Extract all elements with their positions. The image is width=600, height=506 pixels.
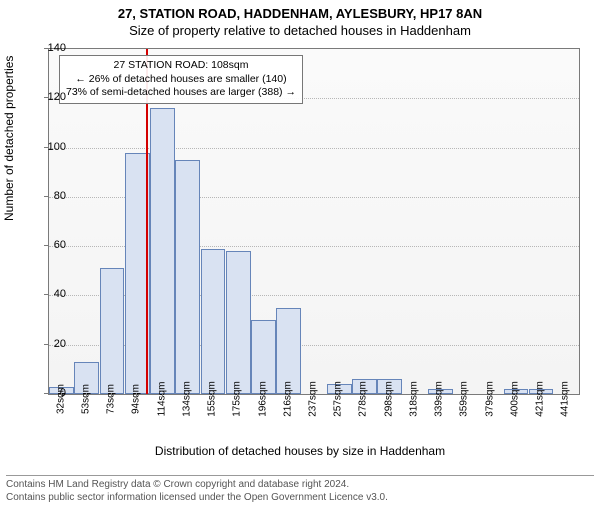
y-tick-label: 120 xyxy=(48,91,66,103)
y-tick-mark xyxy=(44,393,48,394)
x-tick-mark xyxy=(515,393,516,397)
x-tick-label: 134sqm xyxy=(181,381,192,417)
y-tick-mark xyxy=(44,344,48,345)
y-tick-mark xyxy=(44,294,48,295)
annotation-line2: ← 26% of detached houses are smaller (14… xyxy=(66,73,296,87)
y-tick-mark xyxy=(44,48,48,49)
x-tick-mark xyxy=(162,393,163,397)
page-title-line2: Size of property relative to detached ho… xyxy=(0,23,600,38)
x-tick-label: 421sqm xyxy=(535,381,546,417)
histogram-bar xyxy=(100,268,125,394)
page-title-line1: 27, STATION ROAD, HADDENHAM, AYLESBURY, … xyxy=(0,6,600,21)
x-tick-label: 53sqm xyxy=(80,384,91,414)
annotation-line1: 27 STATION ROAD: 108sqm xyxy=(66,59,296,73)
histogram-bar xyxy=(175,160,200,394)
y-tick-label: 60 xyxy=(54,239,66,251)
x-tick-mark xyxy=(389,393,390,397)
x-tick-mark xyxy=(61,393,62,397)
x-tick-mark xyxy=(414,393,415,397)
x-tick-mark xyxy=(212,393,213,397)
gridline xyxy=(49,148,579,149)
x-tick-label: 278sqm xyxy=(358,381,369,417)
x-tick-label: 339sqm xyxy=(434,381,445,417)
x-tick-mark xyxy=(313,393,314,397)
footer-line2: Contains public sector information licen… xyxy=(6,492,594,505)
histogram-bar xyxy=(226,251,251,394)
x-tick-mark xyxy=(540,393,541,397)
y-tick-label: 80 xyxy=(54,190,66,202)
x-tick-mark xyxy=(111,393,112,397)
x-tick-mark xyxy=(187,393,188,397)
y-tick-mark xyxy=(44,97,48,98)
x-tick-mark xyxy=(490,393,491,397)
x-tick-label: 94sqm xyxy=(131,384,142,414)
x-tick-label: 298sqm xyxy=(383,381,394,417)
x-tick-mark xyxy=(263,393,264,397)
x-tick-label: 441sqm xyxy=(560,381,571,417)
x-tick-label: 114sqm xyxy=(156,382,167,417)
y-tick-label: 100 xyxy=(48,141,66,153)
x-tick-label: 318sqm xyxy=(408,381,419,417)
x-tick-mark xyxy=(86,393,87,397)
histogram-bar xyxy=(150,108,175,394)
x-tick-mark xyxy=(338,393,339,397)
y-tick-label: 40 xyxy=(54,288,66,300)
x-tick-label: 155sqm xyxy=(207,381,218,417)
y-tick-mark xyxy=(44,245,48,246)
y-axis-label: Number of detached properties xyxy=(2,56,16,221)
annotation-box: 27 STATION ROAD: 108sqm← 26% of detached… xyxy=(59,55,303,104)
x-tick-mark xyxy=(288,393,289,397)
x-axis-label: Distribution of detached houses by size … xyxy=(0,444,600,458)
x-tick-label: 73sqm xyxy=(106,384,117,414)
footer-line1: Contains HM Land Registry data © Crown c… xyxy=(6,479,594,492)
x-tick-mark xyxy=(136,393,137,397)
x-tick-mark xyxy=(464,393,465,397)
x-tick-label: 379sqm xyxy=(484,381,495,417)
x-tick-label: 257sqm xyxy=(333,381,344,417)
x-tick-mark xyxy=(565,393,566,397)
chart-plot-area: 27 STATION ROAD: 108sqm← 26% of detached… xyxy=(48,48,580,395)
x-tick-label: 400sqm xyxy=(509,381,520,417)
annotation-line3: 73% of semi-detached houses are larger (… xyxy=(66,86,296,100)
y-tick-label: 140 xyxy=(48,42,66,54)
x-tick-label: 359sqm xyxy=(459,381,470,417)
x-tick-label: 32sqm xyxy=(55,384,66,414)
x-tick-label: 175sqm xyxy=(232,381,243,417)
histogram-bar xyxy=(201,249,226,394)
x-tick-label: 216sqm xyxy=(282,381,293,417)
x-tick-label: 196sqm xyxy=(257,381,268,417)
x-tick-label: 237sqm xyxy=(308,381,319,417)
x-tick-mark xyxy=(237,393,238,397)
y-tick-label: 20 xyxy=(54,338,66,350)
y-tick-mark xyxy=(44,196,48,197)
x-tick-mark xyxy=(439,393,440,397)
y-tick-mark xyxy=(44,147,48,148)
x-tick-mark xyxy=(363,393,364,397)
